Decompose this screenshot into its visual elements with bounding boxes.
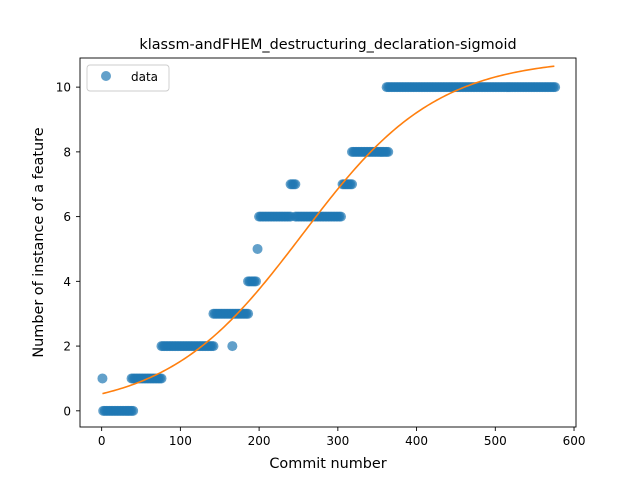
data-point	[128, 405, 139, 416]
x-tick-label: 0	[98, 434, 106, 448]
axes-frame	[79, 57, 577, 428]
y-tick-label: 2	[63, 340, 71, 354]
data-point	[383, 146, 394, 157]
x-tick-label: 300	[326, 434, 349, 448]
data-point	[550, 82, 561, 93]
legend-label: data	[131, 70, 158, 84]
y-tick-label: 0	[63, 404, 71, 418]
x-tick-label: 200	[248, 434, 271, 448]
legend-marker	[101, 71, 111, 81]
data-point	[208, 341, 219, 352]
x-tick-label: 500	[484, 434, 507, 448]
x-tick-label: 400	[405, 434, 428, 448]
y-tick-label: 4	[63, 275, 71, 289]
data-point	[156, 373, 167, 384]
plot-area	[97, 65, 561, 416]
data-point	[250, 276, 261, 287]
data-point	[252, 243, 263, 254]
y-tick-label: 8	[63, 145, 71, 159]
x-tick-label: 100	[169, 434, 192, 448]
data-point	[97, 373, 108, 384]
y-tick-label: 6	[63, 210, 71, 224]
data-point	[227, 341, 238, 352]
data-point	[347, 179, 358, 190]
y-tick-label: 10	[56, 81, 71, 95]
data-point	[243, 308, 254, 319]
x-tick-label: 600	[563, 434, 586, 448]
chart-title: klassm-andFHEM_destructuring_declaration…	[139, 37, 516, 53]
data-point	[335, 211, 346, 222]
x-axis-ticks: 0 100 200 300 400 500 600	[98, 427, 586, 448]
data-point	[290, 179, 301, 190]
fit-curve	[102, 65, 555, 395]
y-axis-ticks: 0 2 4 6 8 10	[56, 81, 80, 418]
y-axis-label: Number of instance of a feature	[31, 127, 47, 357]
x-axis-label: Commit number	[269, 456, 386, 472]
legend: data	[86, 64, 170, 92]
